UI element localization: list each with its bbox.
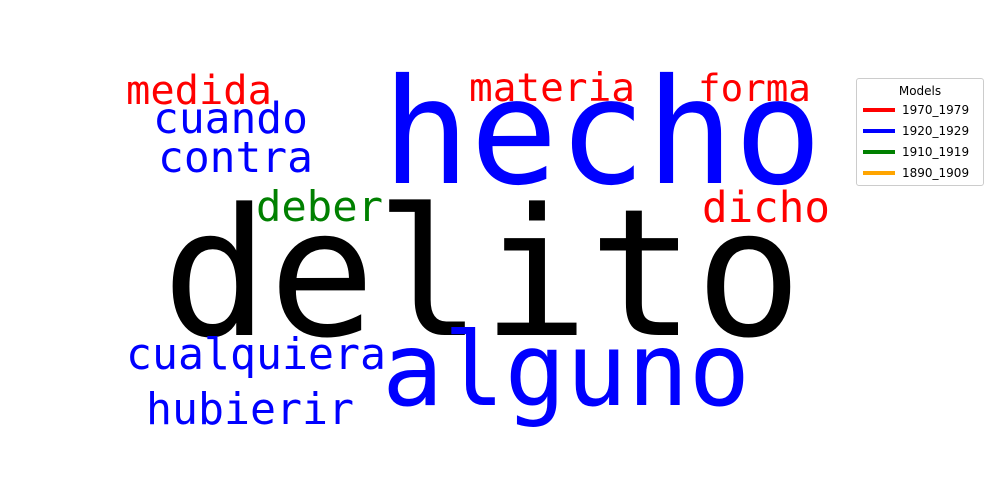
legend-label: 1910_1919	[902, 144, 970, 159]
word-forma: forma	[698, 66, 811, 110]
legend-swatch	[863, 170, 895, 175]
legend-title: Models	[898, 84, 942, 98]
legend: Models 1970_1979 1920_1929 1910_1919 189…	[856, 78, 984, 186]
legend-swatch	[863, 149, 895, 154]
legend-swatch	[863, 107, 895, 112]
word-hubierir: hubierir	[146, 385, 354, 435]
legend-item: 1890_1909	[857, 162, 983, 183]
legend-item: 1970_1979	[857, 99, 983, 120]
word-contra: contra	[158, 133, 313, 183]
word-materia: materia	[469, 65, 635, 111]
legend-item: 1910_1919	[857, 141, 983, 162]
legend-swatch	[863, 128, 895, 133]
word-alguno: alguno	[382, 311, 750, 430]
word-cuando: cuando	[153, 94, 308, 144]
word-delito: delito	[162, 171, 802, 377]
word-cualquiera: cualquiera	[126, 330, 386, 380]
word-medida: medida	[126, 66, 272, 114]
legend-item: 1920_1929	[857, 120, 983, 141]
legend-label: 1970_1979	[902, 102, 970, 117]
legend-label: 1890_1909	[902, 165, 970, 180]
word-deber: deber	[256, 182, 383, 231]
legend-label: 1920_1929	[902, 123, 970, 138]
word-dicho: dicho	[702, 184, 830, 233]
word-hecho: hecho	[382, 48, 822, 218]
